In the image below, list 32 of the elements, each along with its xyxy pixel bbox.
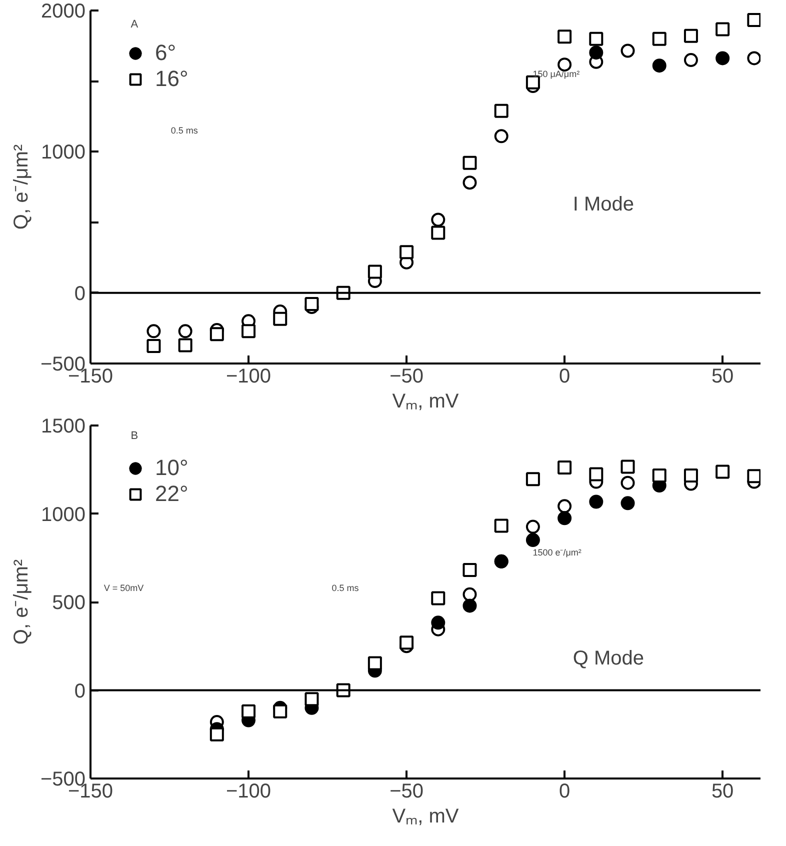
y-tick-label: 1000 — [41, 504, 86, 526]
y-axis-title: Q, e⁻/μm² — [10, 559, 32, 645]
x-tick-label: −100 — [226, 780, 272, 802]
y-tick-label: 500 — [52, 592, 86, 614]
x-tick-label: −50 — [390, 366, 424, 388]
x-tick-label: −50 — [390, 780, 424, 802]
annotation: I Mode — [572, 194, 634, 216]
x-tick-label: −100 — [226, 366, 272, 388]
x-tick-label: 0 — [558, 780, 570, 802]
annotation: 0.5 ms — [332, 582, 360, 593]
x-tick-label: 50 — [711, 366, 734, 388]
x-axis-title: Vₘ, mV — [392, 390, 460, 412]
y-tick-label: 1500 — [41, 416, 86, 438]
legend-label: 22° — [155, 481, 188, 507]
y-tick-label: 1000 — [41, 142, 86, 164]
annotation: 1500 e⁻/μm² — [532, 548, 582, 558]
x-axis-title: Vₘ, mV — [392, 806, 460, 828]
x-tick-label: 0 — [558, 366, 570, 388]
y-tick-label: 2000 — [41, 0, 86, 22]
annotation: Q Mode — [572, 647, 644, 670]
annotation: B — [130, 430, 138, 442]
legend-label: 6° — [155, 40, 176, 66]
y-tick-label: 0 — [74, 680, 86, 702]
y-axis-title: Q, e⁻/μm² — [10, 144, 32, 230]
x-tick-label: 50 — [711, 780, 734, 802]
annotation: A — [130, 18, 139, 31]
legend-label: 10° — [155, 455, 188, 481]
annotation: V = 50mV — [104, 582, 144, 593]
annotation: 0.5 ms — [170, 126, 198, 136]
y-tick-label: 0 — [74, 282, 86, 305]
legend-label: 16° — [155, 66, 188, 92]
annotation: 150 μA/μm² — [532, 69, 580, 80]
